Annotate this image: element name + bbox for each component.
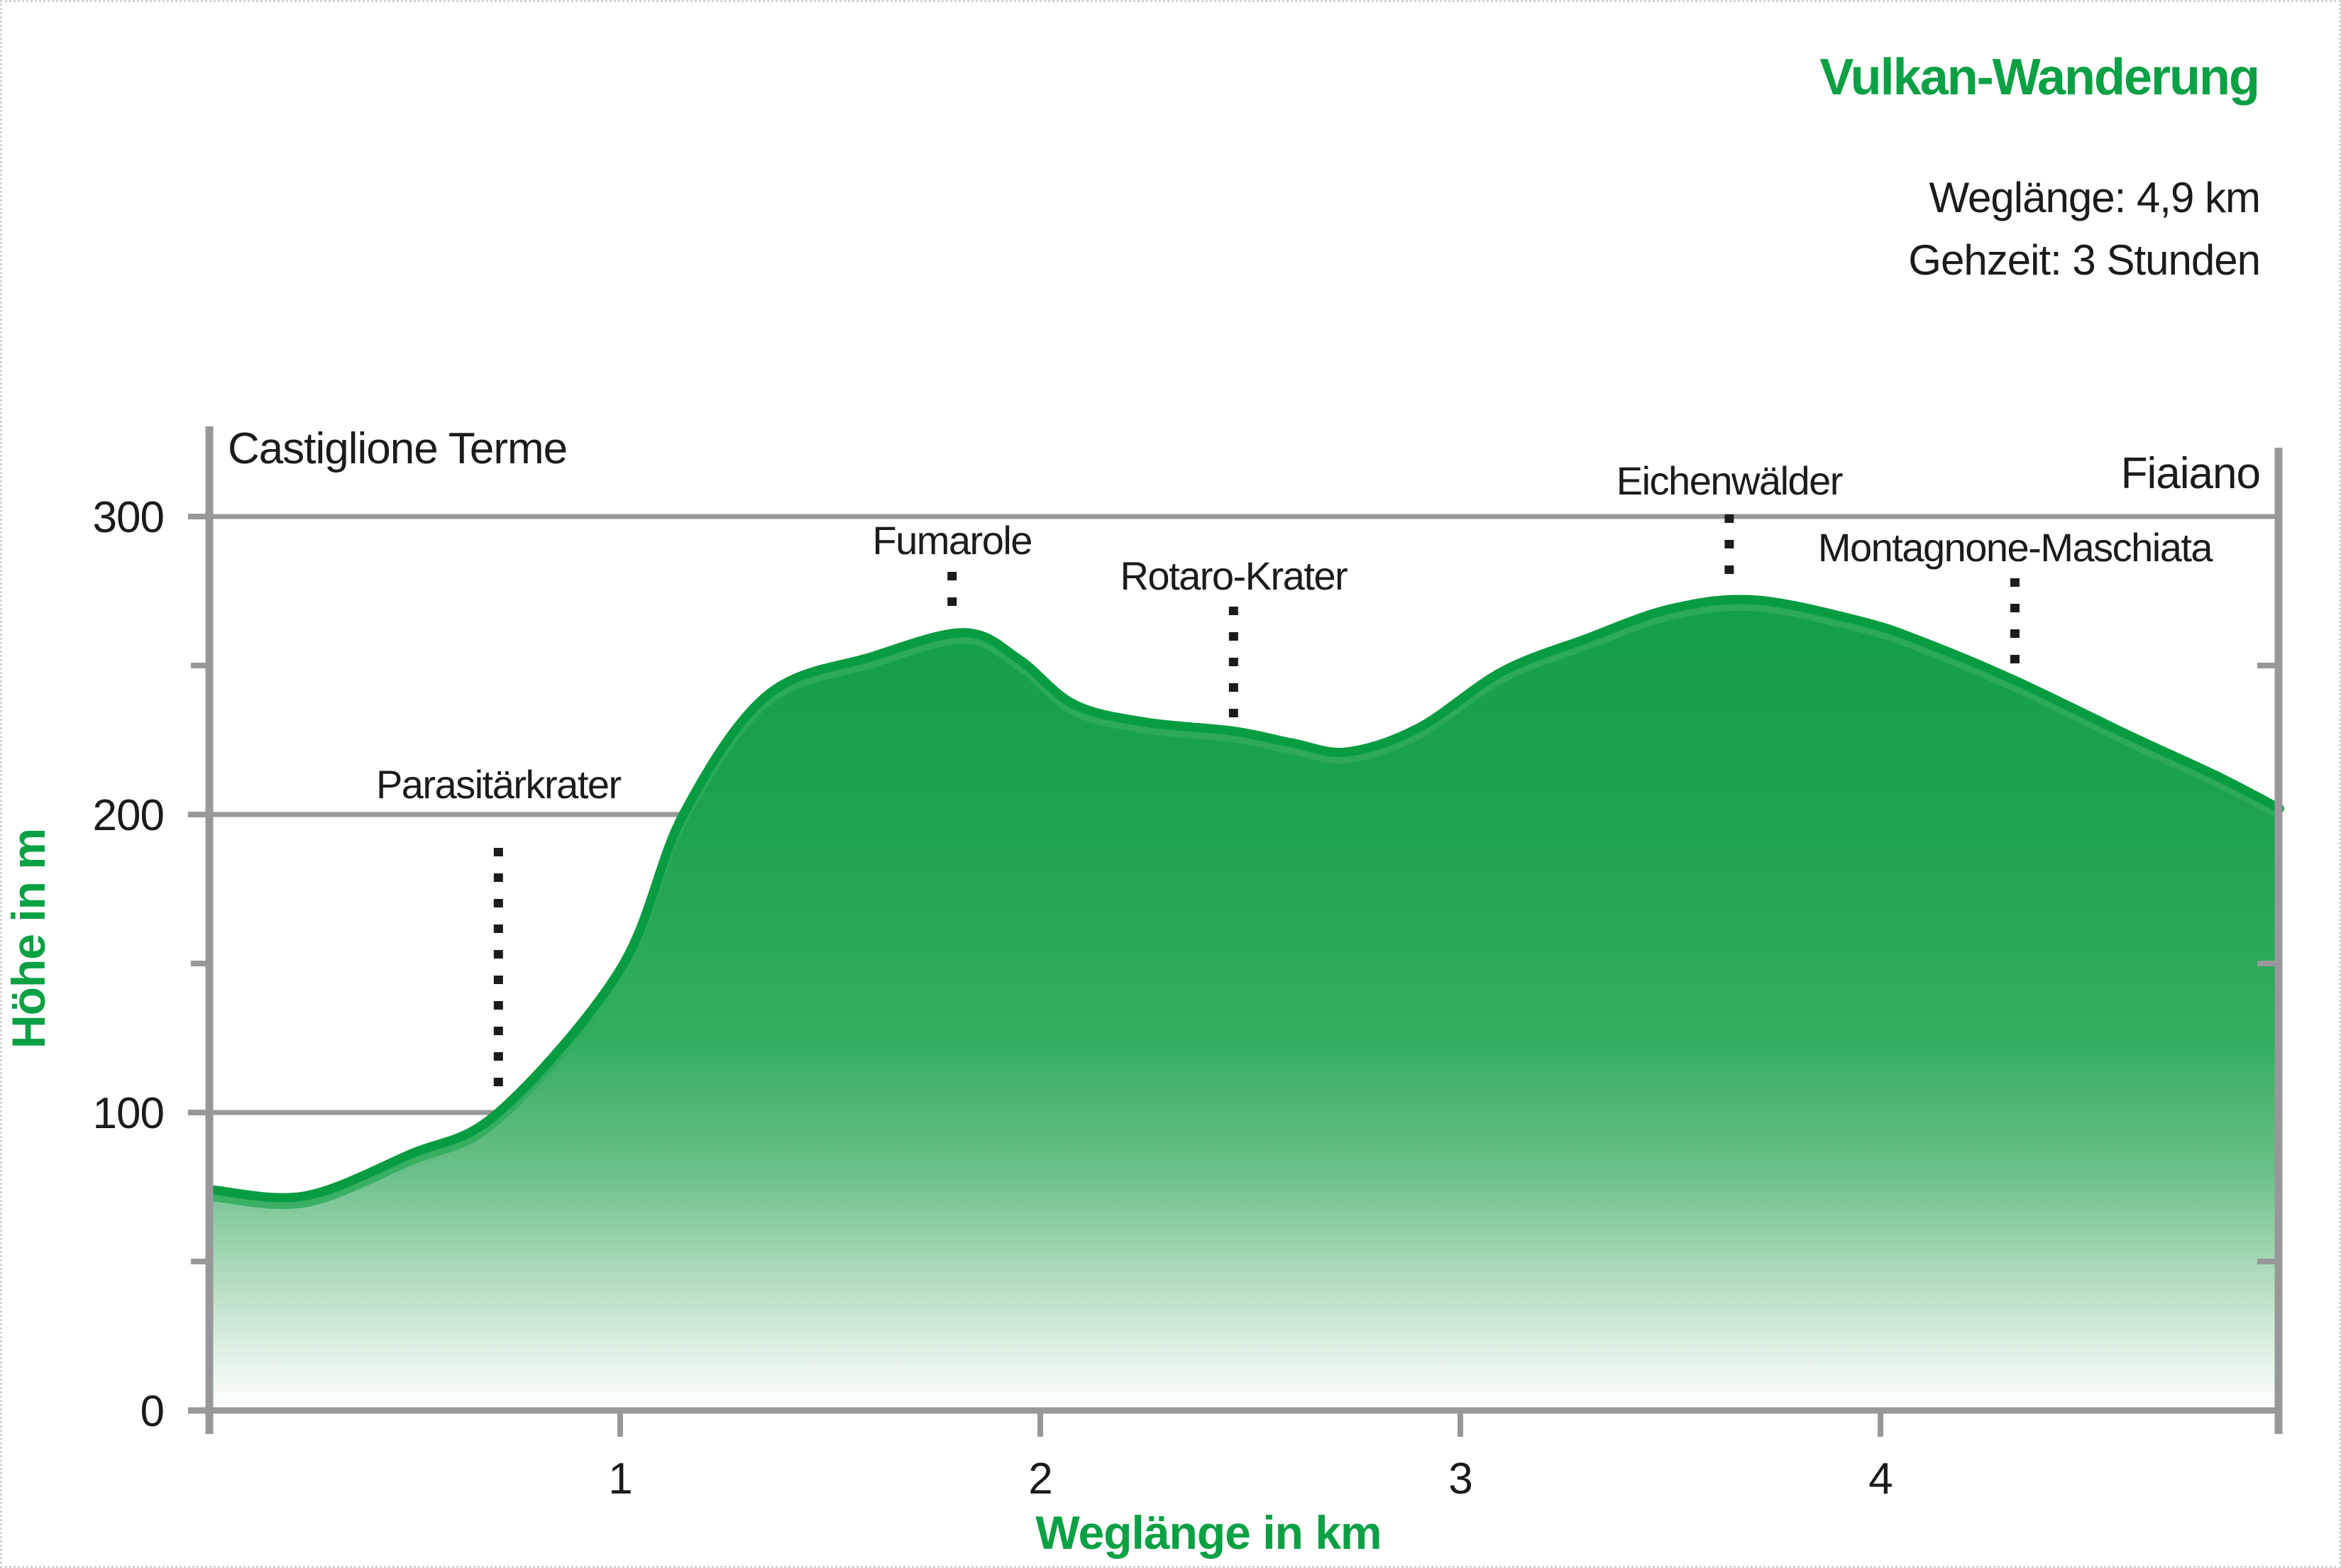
y-tick-label-200: 200 [93, 791, 164, 840]
x-axis-title: Weglänge in km [1035, 1506, 1381, 1559]
elevation-area [208, 595, 2284, 1408]
station-label-rotaro-krater: Rotaro-Krater [1120, 553, 1348, 598]
y-axis-title: Höhe in m [2, 829, 55, 1049]
station-label-fumarole: Fumarole [872, 518, 1032, 563]
station-label-eichenwaelder: Eichenwälder [1616, 458, 1843, 503]
start-point-label: Castiglione Terme [228, 424, 567, 473]
x-tick-label-3: 3 [1448, 1454, 1472, 1503]
elevation-area-fill [209, 599, 2280, 1408]
y-tick-label-300: 300 [93, 493, 164, 542]
elevation-line [208, 595, 2284, 1203]
axis-ticks [188, 514, 2279, 1437]
axes [188, 426, 2283, 1434]
x-tick-label-1: 1 [608, 1454, 632, 1503]
route-length-text: Weglänge: 4,9 km [1929, 174, 2261, 221]
x-tick-label-4: 4 [1868, 1454, 1892, 1503]
station-label-parasitaerkrater: Parasitärkrater [376, 762, 622, 807]
end-point-label: Fiaiano [2121, 449, 2260, 498]
axis-tick-labels: 0 100 200 300 1 2 3 4 [93, 493, 1893, 1503]
y-tick-label-100: 100 [93, 1089, 164, 1138]
station-annotations: Parasitärkrater Fumarole Rotaro-Krater Eich… [376, 458, 2215, 1098]
y-tick-label-0: 0 [141, 1387, 164, 1436]
chart-title: Vulkan-Wanderung [1819, 49, 2259, 106]
station-label-montagnone-maschiata: Montagnone-Maschiata [1818, 525, 2214, 570]
walking-time-text: Gehzeit: 3 Stunden [1908, 236, 2260, 284]
x-tick-label-2: 2 [1028, 1454, 1052, 1503]
